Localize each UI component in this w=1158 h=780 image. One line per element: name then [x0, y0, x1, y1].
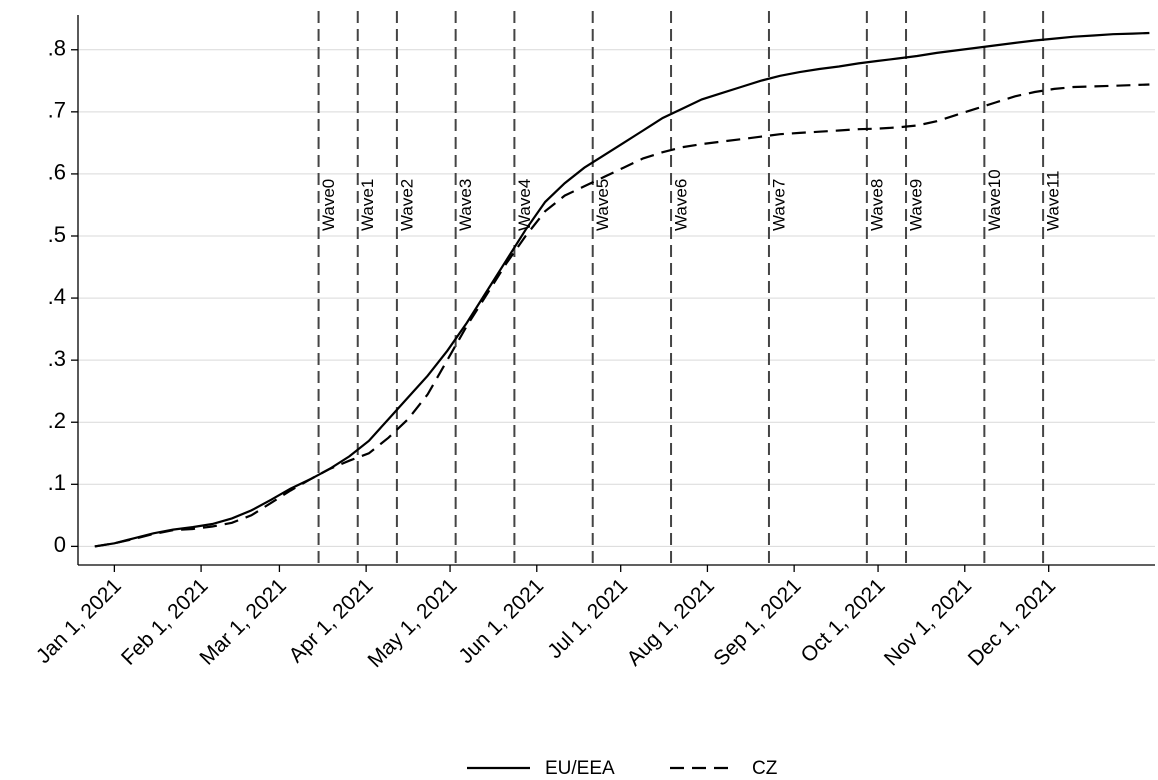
x-tick-label: Jun 1, 2021: [454, 574, 548, 668]
x-tick-label: May 1, 2021: [364, 574, 462, 672]
wave-label: Wave4: [515, 179, 534, 231]
x-tick-label: Sep 1, 2021: [709, 574, 805, 670]
y-tick-label: .4: [48, 284, 66, 309]
series-line: [94, 31, 1150, 548]
wave-label: Wave0: [319, 179, 338, 231]
wave-label: Wave11: [1044, 171, 1063, 231]
x-tick-label: Dec 1, 2021: [964, 574, 1060, 670]
series-line: [94, 83, 1150, 548]
wave-label: Wave8: [867, 179, 886, 231]
x-tick-label: Jan 1, 2021: [32, 574, 126, 668]
wave-label: Wave1: [358, 179, 377, 231]
y-tick-label: .2: [48, 408, 66, 433]
wave-label: Wave7: [769, 179, 788, 231]
y-tick-label: .5: [48, 222, 66, 247]
x-tick-label: Oct 1, 2021: [796, 574, 889, 667]
legend-label: CZ: [752, 758, 778, 779]
wave-label: Wave3: [456, 179, 475, 231]
y-tick-label: .3: [48, 346, 66, 371]
y-tick-label: .1: [48, 470, 66, 495]
wave-label: Wave5: [593, 179, 612, 231]
y-tick-label: .6: [48, 160, 66, 185]
wave-label: Wave6: [672, 179, 691, 231]
x-tick-label: Nov 1, 2021: [880, 574, 976, 670]
wave-label: Wave10: [985, 169, 1004, 231]
y-tick-label: .7: [48, 98, 66, 123]
x-tick-label: Aug 1, 2021: [623, 574, 719, 670]
y-tick-label: .8: [48, 36, 66, 61]
y-tick-label: 0: [54, 532, 66, 557]
legend-label: EU/EEA: [545, 758, 615, 779]
wave-label: Wave2: [397, 179, 416, 231]
x-tick-label: Jul 1, 2021: [543, 574, 632, 663]
wave-label: Wave9: [907, 179, 926, 231]
x-tick-label: Apr 1, 2021: [285, 574, 378, 667]
